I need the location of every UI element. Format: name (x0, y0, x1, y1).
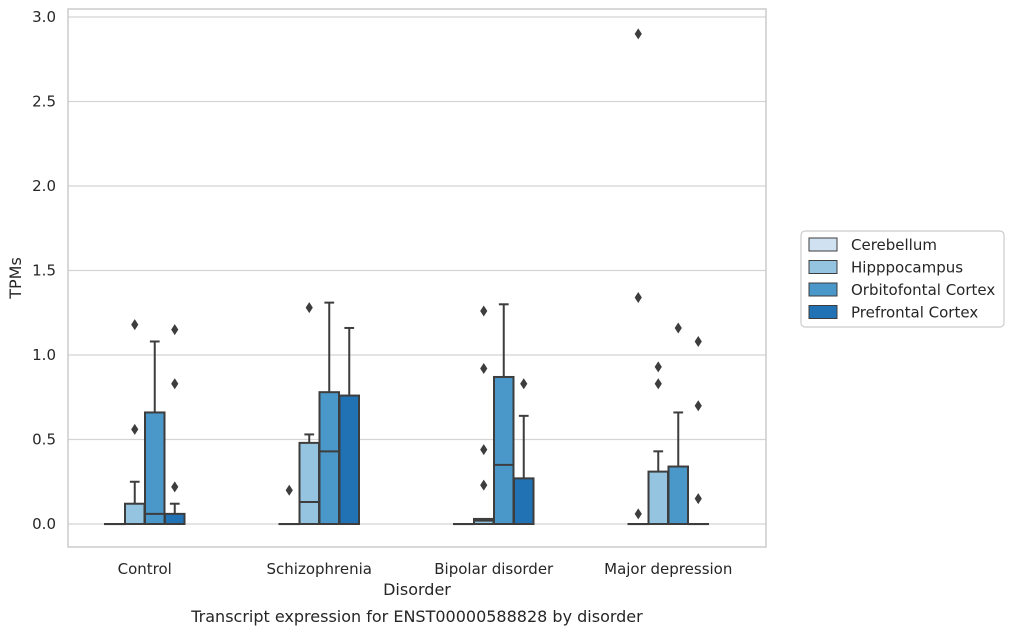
outlier-point (694, 400, 702, 412)
box (647, 470, 669, 525)
legend-label: Orbitofontal Cortex (851, 281, 995, 299)
outlier-point (480, 305, 488, 317)
legend-swatch (808, 260, 838, 274)
y-tick-label: 2.0 (32, 177, 56, 195)
box (338, 394, 360, 525)
outlier-point (171, 378, 179, 390)
x-tick-label: Major depression (604, 560, 732, 578)
y-axis-ticks: 0.0 0.5 1.0 1.5 2.0 2.5 3.0 (32, 8, 56, 533)
outlier-point (131, 423, 139, 435)
box-prefrontal-cortex (687, 335, 709, 526)
outlier-point (285, 484, 293, 496)
box (513, 477, 535, 525)
outlier-point (634, 28, 642, 40)
legend-label: Hipppocampus (851, 259, 963, 277)
outlier-point (480, 363, 488, 375)
outlier-point (480, 479, 488, 491)
outlier-point (480, 444, 488, 456)
legend-label: Cerebellum (851, 236, 937, 254)
legend-swatch (808, 305, 838, 319)
y-tick-label: 1.0 (32, 346, 56, 364)
box (318, 391, 340, 525)
outlier-point (305, 302, 313, 314)
box (144, 411, 166, 525)
box-orbitofontal-cortex (318, 301, 340, 525)
box (124, 502, 146, 526)
box-cerebellum (627, 28, 649, 526)
box-prefrontal-cortex (513, 378, 535, 525)
box-cerebellum (278, 484, 300, 526)
outlier-point (634, 508, 642, 520)
y-tick-label: 0.5 (32, 431, 56, 449)
legend: Cerebellum Hipppocampus Orbitofontal Corte… (800, 230, 1005, 328)
outlier-point (654, 378, 662, 390)
outlier-point (694, 493, 702, 505)
outlier-point (171, 324, 179, 336)
y-tick-label: 0.0 (32, 515, 56, 533)
outlier-point (131, 319, 139, 331)
box-plots (104, 28, 709, 526)
legend-swatch (808, 237, 838, 252)
outlier-point (520, 378, 528, 390)
y-tick-label: 2.5 (32, 93, 56, 111)
box-orbitofontal-cortex (493, 303, 515, 525)
box-hipppocampus (298, 302, 320, 526)
outlier-point (634, 292, 642, 304)
box-prefrontal-cortex (338, 326, 360, 525)
legend-frame (800, 230, 1005, 328)
x-tick-label: Bipolar disorder (434, 560, 554, 578)
y-axis-title: TPMs (6, 257, 25, 300)
x-tick-label: Control (118, 560, 172, 578)
box-orbitofontal-cortex (144, 340, 166, 525)
outlier-point (654, 361, 662, 373)
y-tick-label: 3.0 (32, 8, 56, 26)
box (298, 441, 320, 526)
plot-area-frame (67, 8, 767, 548)
box (164, 512, 186, 525)
legend-swatch (808, 282, 838, 297)
x-tick-label: Schizophrenia (267, 560, 372, 578)
x-axis-ticks: Control Schizophrenia Bipolar disorder Majo… (118, 560, 733, 578)
chart-caption: Transcript expression for ENST0000058882… (190, 607, 643, 626)
y-tick-label: 1.5 (32, 262, 56, 280)
box-hipppocampus (647, 361, 669, 525)
legend-label: Prefrontal Cortex (851, 304, 978, 322)
outlier-point (171, 481, 179, 493)
box-hipppocampus (124, 319, 146, 526)
outlier-point (674, 322, 682, 334)
box (493, 375, 515, 525)
box (667, 465, 689, 526)
box-orbitofontal-cortex (667, 322, 689, 526)
box-hipppocampus (473, 305, 495, 525)
box-prefrontal-cortex (164, 324, 186, 525)
gridlines (68, 16, 766, 525)
outlier-point (694, 335, 702, 347)
x-axis-title: Disorder (383, 580, 451, 599)
